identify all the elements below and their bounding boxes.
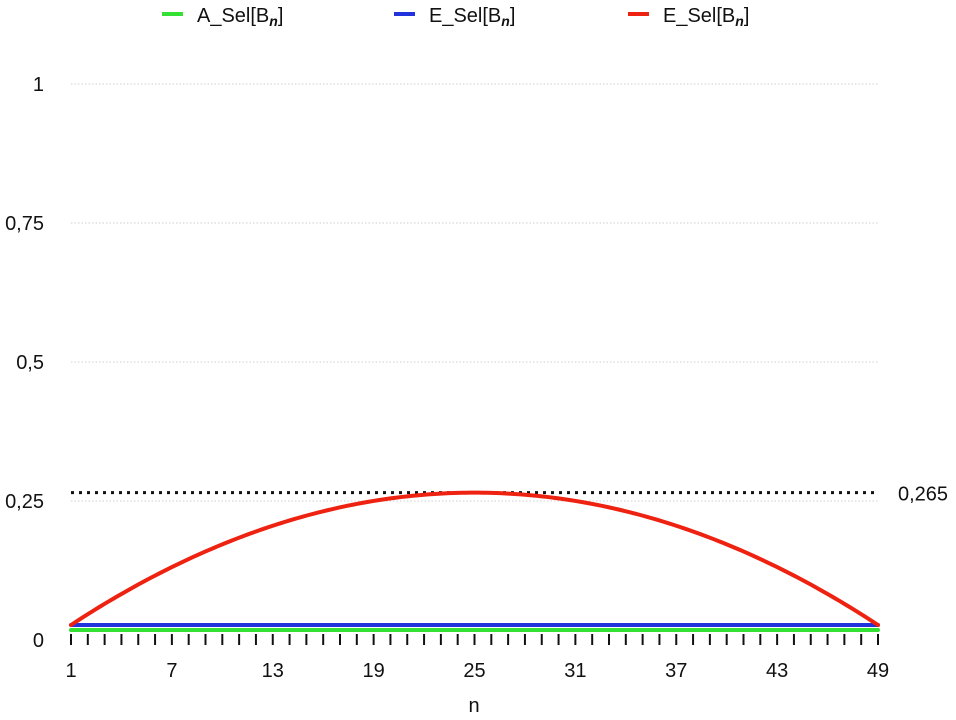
legend-label: A_Sel[Bn]	[197, 5, 283, 29]
x-tick-label: 37	[665, 660, 687, 682]
legend-item: A_Sel[Bn]	[162, 5, 283, 29]
x-tick-label: 1	[65, 660, 76, 682]
series-layer	[69, 490, 880, 632]
y-tick-label: 0	[33, 630, 44, 652]
legend-label-suffix: ]	[744, 5, 750, 27]
legend-label-main: E_Sel[B	[663, 5, 735, 27]
series-line-3	[69, 490, 880, 627]
x-tick-label: 49	[867, 660, 889, 682]
x-tick-label: 25	[463, 660, 485, 682]
legend-label-suffix: ]	[510, 5, 516, 27]
axis-layer: 0 0,25 0,5 0,75 1 1 7 13 19 25 31 37 43 49	[5, 74, 889, 682]
x-tick-label: 13	[262, 660, 284, 682]
legend-item: E_Sel[Bn]	[628, 5, 749, 29]
legend-label: E_Sel[Bn]	[663, 5, 749, 29]
y-tick-label: 0,5	[16, 352, 44, 374]
legend-label-main: A_Sel[B	[197, 5, 269, 27]
x-axis-title: n	[468, 695, 479, 717]
reference-line-label: 0,265	[898, 484, 948, 506]
x-tick-label: 31	[564, 660, 586, 682]
reference-line-layer: 0,265	[71, 484, 948, 506]
legend: A_Sel[Bn] E_Sel[Bn] E_Sel[Bn]	[162, 5, 749, 29]
legend-label-subscript: n	[269, 13, 278, 29]
legend-label-subscript: n	[501, 13, 510, 29]
legend-label: E_Sel[Bn]	[429, 5, 515, 29]
legend-label-suffix: ]	[278, 5, 284, 27]
grid-layer	[71, 83, 878, 502]
legend-label-main: E_Sel[B	[429, 5, 501, 27]
y-tick-label: 0,25	[5, 491, 44, 513]
x-tick-label: 43	[766, 660, 788, 682]
y-tick-label: 0,75	[5, 213, 44, 235]
y-tick-label: 1	[33, 74, 44, 96]
legend-item: E_Sel[Bn]	[394, 5, 515, 29]
x-tick-label: 7	[166, 660, 177, 682]
x-tick-label: 19	[363, 660, 385, 682]
legend-label-subscript: n	[735, 13, 744, 29]
